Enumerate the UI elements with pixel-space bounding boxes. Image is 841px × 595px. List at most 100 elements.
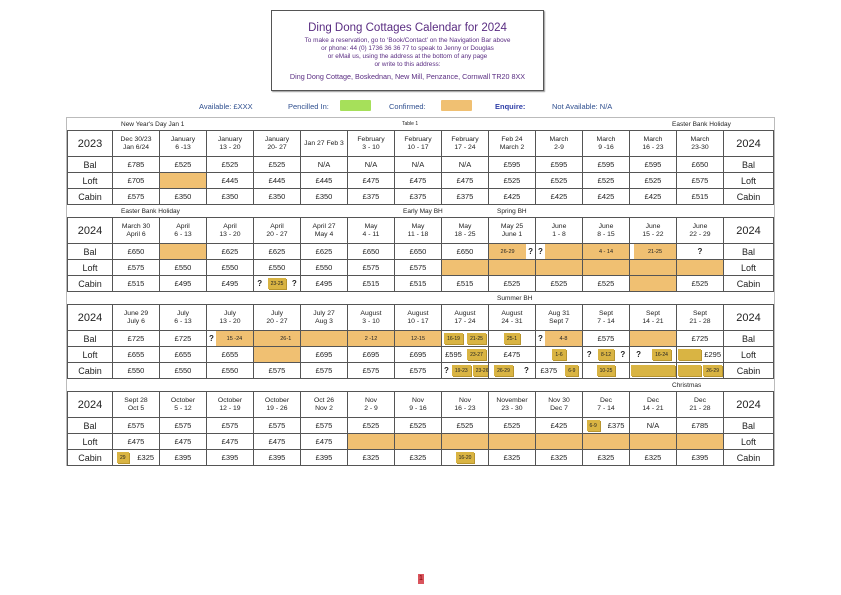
week-price-cell[interactable]: 29 £325 xyxy=(113,450,160,465)
week-price-cell[interactable]: £350 xyxy=(207,189,254,204)
week-price-cell[interactable]: £515 xyxy=(113,276,160,291)
week-price-cell[interactable]: £785 xyxy=(677,418,724,433)
week-price-cell[interactable]: £325 xyxy=(489,450,536,465)
week-price-cell[interactable]: 26-29 xyxy=(677,363,724,378)
week-price-cell[interactable] xyxy=(348,434,395,449)
week-price-cell[interactable]: £445 xyxy=(254,173,301,188)
week-price-cell[interactable]: £495 xyxy=(301,276,348,291)
week-price-cell[interactable]: £475 xyxy=(207,434,254,449)
week-price-cell[interactable]: £325 xyxy=(630,450,677,465)
week-price-cell[interactable] xyxy=(677,260,724,275)
week-price-cell[interactable]: ? 15 -24 xyxy=(207,331,254,346)
week-price-cell[interactable]: £655 xyxy=(113,347,160,362)
week-price-cell[interactable]: £525 xyxy=(677,276,724,291)
week-price-cell[interactable]: £475 xyxy=(348,173,395,188)
week-price-cell[interactable]: 4 - 14 xyxy=(583,244,630,259)
week-price-cell[interactable]: £425 xyxy=(489,189,536,204)
week-price-cell[interactable] xyxy=(536,260,583,275)
week-price-cell[interactable]: 16-20 xyxy=(442,450,489,465)
week-price-cell[interactable] xyxy=(583,434,630,449)
week-price-cell[interactable]: £575 xyxy=(395,363,442,378)
week-price-cell[interactable] xyxy=(254,347,301,362)
week-price-cell[interactable]: £725 xyxy=(677,331,724,346)
week-price-cell[interactable]: £695 xyxy=(301,347,348,362)
week-price-cell[interactable]: £550 xyxy=(301,260,348,275)
week-price-cell[interactable]: ? 23-25? xyxy=(254,276,301,291)
week-price-cell[interactable] xyxy=(489,434,536,449)
week-price-cell[interactable]: £575 xyxy=(254,418,301,433)
week-price-cell[interactable]: £595 xyxy=(489,157,536,172)
week-price-cell[interactable]: £395 xyxy=(301,450,348,465)
week-price-cell[interactable]: £295 xyxy=(677,347,724,362)
week-price-cell[interactable]: £375 xyxy=(395,189,442,204)
week-price-cell[interactable]: £525 xyxy=(489,173,536,188)
week-price-cell[interactable]: £495 xyxy=(207,276,254,291)
week-price-cell[interactable] xyxy=(489,260,536,275)
week-price-cell[interactable]: £350 xyxy=(160,189,207,204)
week-price-cell[interactable]: £650 xyxy=(677,157,724,172)
week-price-cell[interactable]: 26-29? xyxy=(489,244,536,259)
week-price-cell[interactable]: £575 xyxy=(207,418,254,433)
week-price-cell[interactable]: £350 xyxy=(301,189,348,204)
week-price-cell[interactable]: £625 xyxy=(254,244,301,259)
week-price-cell[interactable]: 6-9 £375 xyxy=(583,418,630,433)
week-price-cell[interactable]: N/A xyxy=(348,157,395,172)
week-price-cell[interactable]: £475 xyxy=(254,434,301,449)
week-price-cell[interactable]: £575 xyxy=(348,260,395,275)
week-price-cell[interactable]: £515 xyxy=(442,276,489,291)
week-price-cell[interactable]: £475 xyxy=(113,434,160,449)
week-price-cell[interactable]: £525 xyxy=(630,173,677,188)
week-price-cell[interactable]: £575 xyxy=(254,363,301,378)
week-price-cell[interactable]: £650 xyxy=(348,244,395,259)
week-price-cell[interactable] xyxy=(442,260,489,275)
week-price-cell[interactable]: £395 xyxy=(160,450,207,465)
week-price-cell[interactable]: £350 xyxy=(254,189,301,204)
week-price-cell[interactable]: ? 8-12? xyxy=(583,347,630,362)
week-price-cell[interactable]: £525 xyxy=(536,276,583,291)
week-price-cell[interactable]: 26-1 xyxy=(254,331,301,346)
week-price-cell[interactable]: ? xyxy=(677,244,724,259)
week-price-cell[interactable]: £495 xyxy=(160,276,207,291)
week-price-cell[interactable]: £625 xyxy=(207,244,254,259)
week-price-cell[interactable]: 21-25 xyxy=(630,244,677,259)
week-price-cell[interactable]: N/A xyxy=(442,157,489,172)
week-price-cell[interactable]: £575 xyxy=(301,418,348,433)
week-price-cell[interactable]: £650 xyxy=(442,244,489,259)
week-price-cell[interactable]: £445 xyxy=(301,173,348,188)
week-price-cell[interactable]: £525 xyxy=(536,173,583,188)
week-price-cell[interactable]: £655 xyxy=(160,347,207,362)
week-price-cell[interactable] xyxy=(442,434,489,449)
week-price-cell[interactable]: ? 19-23 23-26 xyxy=(442,363,489,378)
week-price-cell[interactable] xyxy=(395,434,442,449)
week-price-cell[interactable]: £525 xyxy=(348,418,395,433)
week-price-cell[interactable]: £650 xyxy=(395,244,442,259)
week-price-cell[interactable]: £595 xyxy=(536,157,583,172)
week-price-cell[interactable]: £575 xyxy=(160,418,207,433)
week-price-cell[interactable]: £425 xyxy=(536,418,583,433)
week-price-cell[interactable]: N/A xyxy=(395,157,442,172)
week-price-cell[interactable]: £575 xyxy=(113,189,160,204)
week-price-cell[interactable]: £575 xyxy=(395,260,442,275)
week-price-cell[interactable]: N/A xyxy=(301,157,348,172)
week-price-cell[interactable]: £550 xyxy=(160,363,207,378)
week-price-cell[interactable]: ? xyxy=(536,244,583,259)
week-price-cell[interactable]: £425 xyxy=(583,189,630,204)
week-price-cell[interactable]: £595 23-27 xyxy=(442,347,489,362)
week-price-cell[interactable]: 12-15 xyxy=(395,331,442,346)
week-price-cell[interactable] xyxy=(160,244,207,259)
week-price-cell[interactable]: £475 xyxy=(160,434,207,449)
week-price-cell[interactable]: 16-19 21-25 xyxy=(442,331,489,346)
week-price-cell[interactable]: £705 xyxy=(113,173,160,188)
week-price-cell[interactable] xyxy=(301,331,348,346)
week-price-cell[interactable]: ? 4-8 xyxy=(536,331,583,346)
week-price-cell[interactable]: £525 xyxy=(395,418,442,433)
week-price-cell[interactable]: £325 xyxy=(583,450,630,465)
week-price-cell[interactable]: £575 xyxy=(348,363,395,378)
week-price-cell[interactable]: £725 xyxy=(160,331,207,346)
week-price-cell[interactable]: £575 xyxy=(677,173,724,188)
week-price-cell[interactable]: £515 xyxy=(348,276,395,291)
week-price-cell[interactable]: 10-25 xyxy=(583,363,630,378)
week-price-cell[interactable]: £655 xyxy=(207,347,254,362)
week-price-cell[interactable]: £625 xyxy=(301,244,348,259)
week-price-cell[interactable]: £375 xyxy=(442,189,489,204)
